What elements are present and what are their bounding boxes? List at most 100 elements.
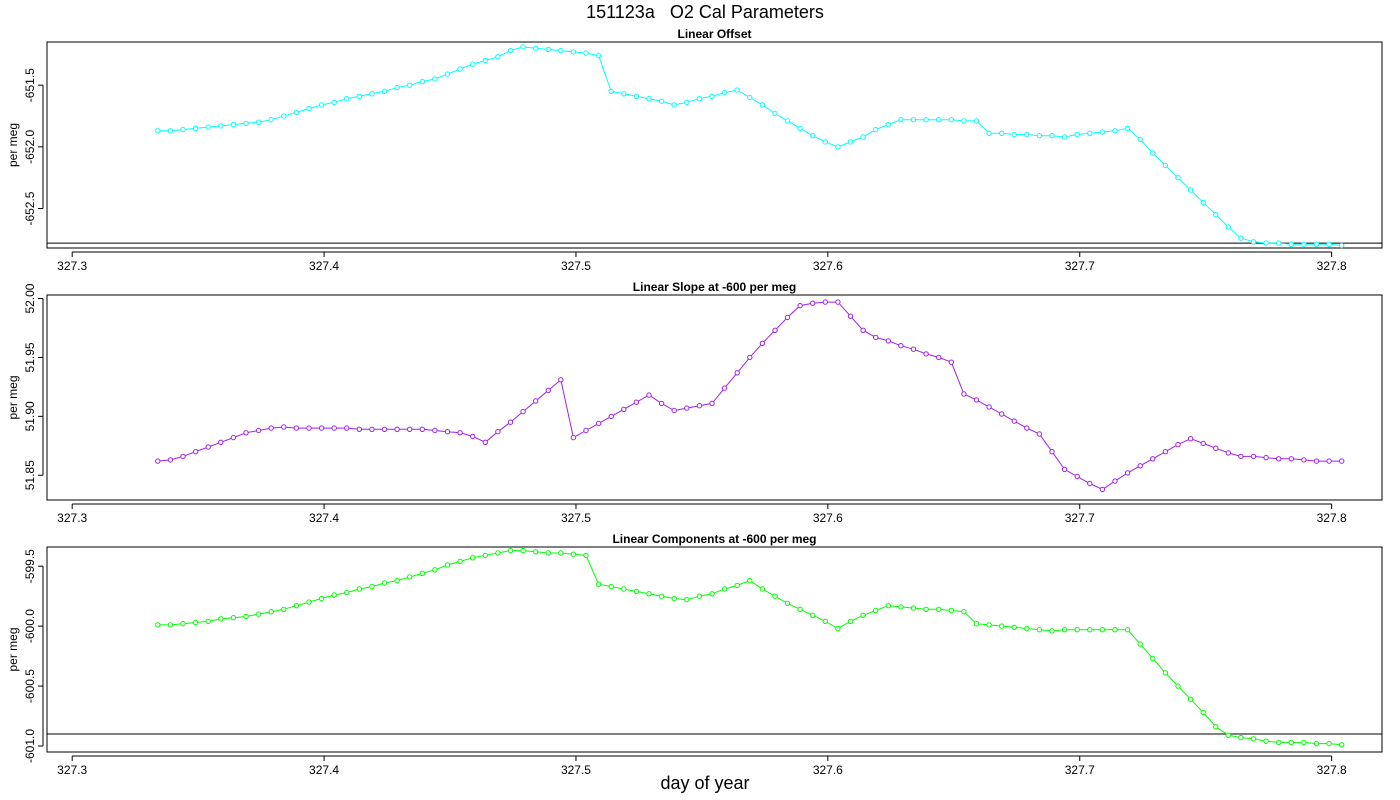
data-point — [1225, 732, 1232, 738]
data-point — [910, 605, 917, 611]
data-point — [860, 612, 866, 618]
data-point — [495, 54, 501, 60]
x-tick-label: 327.7 — [1065, 763, 1095, 777]
data-point — [1162, 449, 1169, 455]
data-point — [205, 124, 211, 130]
data-point — [822, 299, 828, 305]
data-point — [268, 425, 274, 431]
data-point — [684, 405, 690, 411]
data-point — [847, 618, 854, 624]
data-point — [1099, 486, 1106, 493]
data-point — [784, 600, 791, 606]
data-point — [898, 343, 904, 349]
data-point — [1339, 458, 1345, 464]
data-point — [646, 591, 652, 597]
y-tick-label: 51.90 — [23, 401, 37, 431]
data-point — [646, 392, 652, 398]
data-point — [369, 583, 375, 590]
data-point — [885, 121, 891, 128]
data-point — [533, 45, 539, 51]
data-point — [948, 117, 954, 123]
data-point — [621, 91, 627, 97]
y-tick-label: -652.5 — [23, 191, 37, 225]
data-point — [948, 359, 954, 365]
data-point — [860, 327, 866, 333]
data-point — [1250, 239, 1257, 245]
data-point — [1162, 670, 1169, 676]
data-point — [923, 606, 929, 612]
data-point — [1301, 241, 1307, 248]
plot-frame — [46, 546, 1383, 753]
x-tick-label: 327.3 — [57, 259, 87, 273]
panel-3: Linear Components at -600 per meg per meg… — [6, 532, 1383, 777]
data-point — [230, 615, 237, 621]
data-point — [1011, 624, 1017, 630]
data-point — [1175, 683, 1181, 689]
data-point — [986, 130, 992, 137]
data-point — [1061, 134, 1068, 140]
series-line — [157, 46, 1342, 246]
data-point — [1175, 175, 1181, 181]
data-point — [608, 583, 614, 590]
data-point — [797, 606, 803, 612]
data-point — [797, 302, 803, 309]
data-point — [595, 52, 602, 59]
data-point — [885, 603, 891, 609]
data-point — [432, 427, 438, 434]
data-point — [1162, 162, 1169, 169]
panel-title: Linear Offset — [677, 27, 751, 41]
data-point — [948, 607, 954, 614]
data-point — [230, 434, 237, 441]
data-point — [432, 567, 438, 573]
x-tick-label: 327.6 — [813, 763, 843, 777]
data-point — [205, 444, 211, 450]
data-point — [847, 313, 854, 319]
data-point — [1150, 456, 1156, 462]
data-point — [1301, 457, 1307, 463]
y-axis-label: per meg — [6, 627, 20, 671]
data-point — [545, 46, 551, 53]
data-point — [633, 399, 640, 405]
data-point — [810, 612, 816, 618]
data-point — [1074, 473, 1080, 480]
y-axis-label: per meg — [6, 123, 20, 167]
data-point — [344, 96, 350, 102]
data-point — [155, 622, 161, 628]
data-point — [822, 618, 828, 624]
data-point — [457, 66, 463, 72]
data-point — [457, 558, 463, 565]
data-point — [860, 134, 866, 140]
data-point — [1187, 436, 1194, 442]
data-point — [1087, 130, 1093, 137]
data-point — [658, 593, 665, 599]
y-axis-label: per meg — [6, 375, 20, 419]
data-point — [1137, 136, 1143, 143]
data-point — [1137, 463, 1143, 469]
data-point — [1200, 199, 1206, 206]
x-tick-label: 327.4 — [309, 511, 339, 525]
panel-1: Linear Offset per meg 327.3 327.4 327.5 327.6… — [6, 27, 1383, 273]
data-point — [1276, 739, 1282, 746]
data-point — [1124, 470, 1131, 476]
data-point — [1326, 740, 1332, 747]
data-point — [293, 425, 300, 431]
data-point — [394, 577, 400, 584]
data-point — [936, 117, 942, 123]
data-point — [344, 425, 350, 431]
data-point — [772, 327, 778, 333]
data-point — [671, 102, 677, 108]
data-point — [533, 549, 539, 555]
data-point — [394, 426, 400, 432]
data-point — [1011, 131, 1017, 138]
x-axis-label: day of year — [660, 773, 750, 793]
series-line — [157, 301, 1342, 490]
plot-frame — [46, 294, 1383, 501]
data-point — [936, 354, 942, 361]
data-point — [1288, 241, 1295, 248]
data-point — [621, 586, 627, 592]
data-point — [495, 429, 501, 435]
data-point — [1074, 627, 1080, 633]
data-point — [344, 589, 350, 596]
data-point — [1238, 734, 1244, 741]
